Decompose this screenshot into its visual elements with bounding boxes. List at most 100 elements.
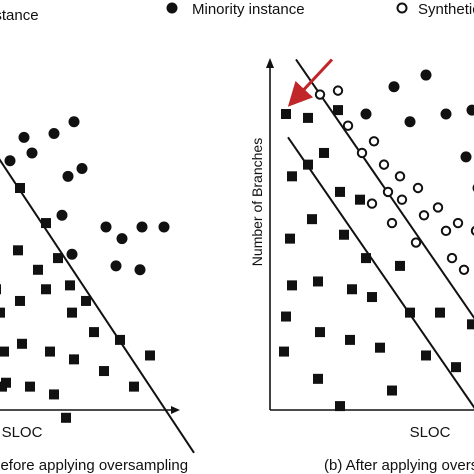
panel-b-open-circle-point-13 (452, 217, 464, 229)
panel-b-open-circle-point-10 (418, 210, 430, 221)
panel-b-open-circle-point-18 (410, 237, 422, 248)
panel-b-circle-point-1 (420, 69, 432, 81)
panel-b-circle-point-3 (466, 104, 474, 116)
panel-b-square-point-0 (281, 109, 291, 119)
panel-b-square-point-9 (313, 276, 323, 287)
panel-b-open-circle-point-0 (314, 89, 326, 100)
panel-b-open-circle-point-1 (332, 85, 344, 96)
panel-b-open-circle-point-12 (440, 225, 452, 237)
panel-a-circle-point-4 (48, 127, 60, 139)
panel-a-square-point-12 (41, 284, 51, 295)
legend-majority-label: Majority instance (0, 7, 39, 24)
legend-minority-marker (166, 2, 178, 14)
panel-b-square-point-14 (335, 186, 345, 197)
panel-b-square-point-2 (285, 233, 295, 244)
panel-b-open-circle-point-19 (386, 217, 398, 229)
panel-b-square-point-29 (355, 194, 365, 205)
panel-b-circle-point-7 (404, 116, 416, 128)
panel-b-xlabel: SLOC (410, 424, 451, 441)
panel-b-boundary-lower (287, 136, 474, 409)
panel-b-open-circle-point-11 (432, 202, 444, 213)
panel-a-square-point-16 (65, 280, 75, 291)
panel-a-square-point-15 (53, 253, 63, 264)
panel-b-open-circle-point-3 (356, 147, 368, 159)
panel-a-square-point-27 (33, 264, 43, 275)
panel-b-circle-point-2 (440, 108, 452, 120)
panel-b-open-circle-point-16 (470, 226, 474, 236)
panel-a-square-point-13 (45, 346, 55, 357)
panel-a-circle-point-2 (18, 131, 30, 143)
panel-a-square-point-4 (0, 346, 10, 357)
panel-b-square-point-28 (467, 319, 474, 330)
panel-b-square-point-20 (367, 292, 377, 303)
panel-b-open-circle-point-15 (458, 264, 470, 275)
panel-b-circle-point-6 (360, 108, 372, 120)
panel-b-square-point-10 (315, 327, 325, 338)
panel-b-square-point-27 (451, 362, 461, 373)
panel-b-square-point-3 (287, 280, 297, 291)
panel-a-square-point-19 (61, 412, 71, 423)
panel-a-circle-point-8 (56, 209, 68, 221)
panel-b-square-point-6 (303, 112, 313, 123)
panel-b-square-point-21 (375, 342, 385, 353)
panel-b-square-point-15 (339, 229, 349, 240)
panel-a-square-point-26 (0, 381, 7, 392)
panel-a-square-point-23 (115, 334, 125, 345)
panel-a-circle-point-9 (100, 221, 112, 233)
panel-b-circle-point-0 (388, 81, 400, 93)
panel-a-circle-point-7 (76, 163, 88, 175)
panel-b-square-point-1 (287, 171, 297, 182)
panel-b-y-axis-arrow (266, 58, 274, 68)
panel-a-square-point-9 (17, 338, 27, 349)
panel-a-circle-point-3 (26, 147, 38, 159)
panel-a-caption: (a) Before applying oversampling (0, 457, 188, 474)
panel-b-square-point-8 (307, 214, 317, 225)
panel-b-square-point-23 (395, 260, 405, 271)
panel-b-square-point-24 (405, 307, 415, 318)
panel-a-square-point-7 (13, 245, 23, 256)
panel-b-square-point-12 (319, 147, 329, 158)
panel-b-square-point-22 (387, 385, 397, 396)
panel-a-square-point-25 (145, 350, 155, 361)
panel-b-square-point-26 (435, 307, 445, 318)
panel-a-square-point-10 (25, 381, 35, 392)
panel-a: SLOC (a) Before applying oversampling (0, 116, 195, 474)
panel-a-circle-point-13 (134, 264, 146, 276)
panel-b-shift-arrow (287, 58, 334, 107)
panel-b-circle-point-4 (460, 151, 472, 163)
panel-a-circle-point-6 (68, 116, 80, 128)
legend-synthetic-marker (396, 2, 408, 14)
panel-a-circle-point-1 (4, 155, 16, 167)
panel-a-x-axis-arrow (171, 406, 180, 414)
panel-a-square-point-24 (129, 381, 139, 392)
panel-b-square-point-7 (303, 159, 313, 170)
panel-b-square-point-19 (361, 253, 371, 264)
panel-a-xlabel: SLOC (2, 424, 43, 441)
panel-a-boundary-line (0, 158, 195, 454)
panel-a-circle-point-14 (66, 248, 78, 260)
panel-b-open-circle-point-8 (396, 194, 408, 205)
panel-a-square-point-22 (99, 366, 109, 377)
panel-b-open-circle-point-17 (366, 198, 378, 209)
panel-b-square-point-11 (313, 373, 323, 384)
panel-b-open-circle-point-2 (342, 120, 354, 131)
panel-b-square-point-25 (421, 350, 431, 361)
legend-synthetic-label: Synthetic instance (418, 1, 474, 18)
panel-b-caption: (b) After applying oversampling (324, 457, 474, 474)
legend: Majority instance Minority instance Synt… (0, 1, 474, 24)
panel-a-circle-point-11 (136, 221, 148, 233)
panel-a-circle-point-5 (62, 170, 74, 182)
panel-b-square-point-13 (333, 105, 343, 116)
panel-b-square-point-4 (281, 311, 291, 322)
panel-b-open-circle-point-5 (378, 159, 390, 170)
panel-b-square-point-18 (335, 401, 345, 412)
panel-b-open-circle-point-9 (412, 182, 424, 194)
panel-a-square-point-6 (15, 183, 25, 193)
panel-a-square-point-18 (69, 354, 79, 365)
panel-b-square-point-16 (347, 284, 357, 295)
panel-a-square-point-14 (49, 389, 59, 400)
panel-b-ylabel: Number of Branches (249, 138, 265, 266)
panel-a-square-point-21 (89, 327, 99, 338)
panel-b-square-point-17 (345, 334, 355, 345)
